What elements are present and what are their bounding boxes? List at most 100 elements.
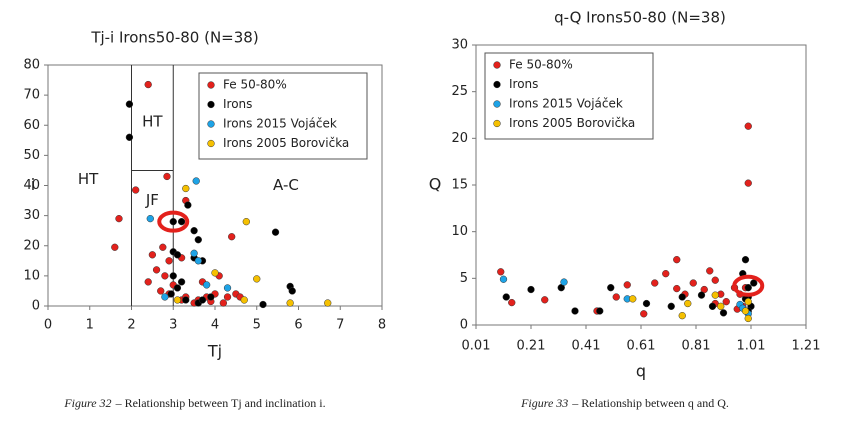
point [596,307,604,315]
caption-text: – Relationship between q and Q. [571,396,729,410]
caption-label: Figure 32 [63,396,111,410]
x-tick-label: 6 [294,318,302,333]
region-label: HT [142,113,163,131]
point [640,310,648,318]
legend-swatch [493,80,501,89]
x-tick-label: 3 [169,318,177,333]
point [223,293,232,301]
y-tick-label: 80 [23,58,40,73]
legend-swatch [207,120,215,128]
point [744,284,752,292]
point [744,314,752,323]
point [612,293,620,301]
point [623,281,631,289]
point [240,296,248,304]
y-tick-label: 0 [460,318,468,333]
point [717,302,725,310]
point [662,270,670,278]
point [163,172,171,181]
legend-label: Irons [509,77,538,91]
x-axis-label: Tj [207,342,222,361]
point [167,290,175,298]
y-axis-label: i [31,175,35,194]
point [571,307,579,315]
x-tick-label: 1.01 [737,339,766,354]
chart-title: q-Q Irons50-80 (N=38) [554,9,726,27]
x-tick-label: 7 [336,318,344,333]
point [146,214,154,223]
highlight-ring [732,274,765,297]
point [711,276,719,284]
point [706,267,714,275]
x-tick-label: 0.01 [462,339,491,354]
legend-label: Fe 50-80% [509,58,573,72]
legend-swatch [493,119,501,128]
caption: Figure 33– Relationship between q and Q. [520,396,729,410]
point [324,299,332,307]
point [722,298,730,306]
point [161,293,169,301]
point [190,249,198,257]
point [190,227,198,235]
point [629,295,637,303]
x-axis-label: q [636,362,646,381]
point [219,299,228,307]
legend-swatch [207,81,215,89]
point [527,285,535,294]
x-tick-label: 1.21 [792,339,821,354]
point [203,281,211,289]
point [144,80,152,89]
point [159,243,167,251]
legend-label: Fe 50-80% [223,78,287,92]
point [651,279,659,287]
point [228,233,236,241]
legend-label: Irons 2005 Borovička [223,136,349,150]
legend-box [198,72,368,160]
point [499,275,508,283]
point [125,133,134,141]
y-tick-label: 10 [23,268,40,283]
point [207,293,215,301]
legend-label: Irons 2015 Vojáček [223,117,337,131]
point [169,218,177,226]
point [148,251,157,259]
point [286,299,294,307]
point [173,251,182,259]
point [177,278,186,286]
point [194,236,202,244]
x-tick-label: 5 [253,318,261,333]
legend-swatch [493,100,501,108]
legend-swatch [207,139,215,148]
y-tick-label: 30 [23,208,40,223]
x-tick-label: 0.21 [517,339,546,354]
point [697,291,706,299]
point [182,184,190,193]
legend-swatch [493,61,501,69]
caption: Figure 32 – Relationship between Tj and i… [63,396,325,410]
point [684,299,692,308]
legend-label: Irons [223,97,252,111]
y-tick-label: 20 [23,238,40,253]
point [673,256,681,264]
y-tick-label: 30 [451,38,468,53]
point [744,122,752,130]
point [177,218,186,226]
point [541,296,549,304]
point [173,296,182,304]
x-tick-label: 2 [127,318,135,333]
point [667,302,675,310]
point [560,278,568,286]
point [152,266,161,274]
point [502,293,510,301]
point [115,214,123,223]
caption-label: Figure 33 [520,396,568,410]
y-tick-label: 10 [451,224,468,239]
point [211,269,219,277]
point [194,257,202,265]
y-tick-label: 15 [451,178,468,193]
point [182,296,190,304]
y-tick-label: 50 [23,148,40,163]
x-tick-label: 4 [211,318,219,333]
y-tick-label: 0 [32,299,40,314]
point [259,300,267,309]
